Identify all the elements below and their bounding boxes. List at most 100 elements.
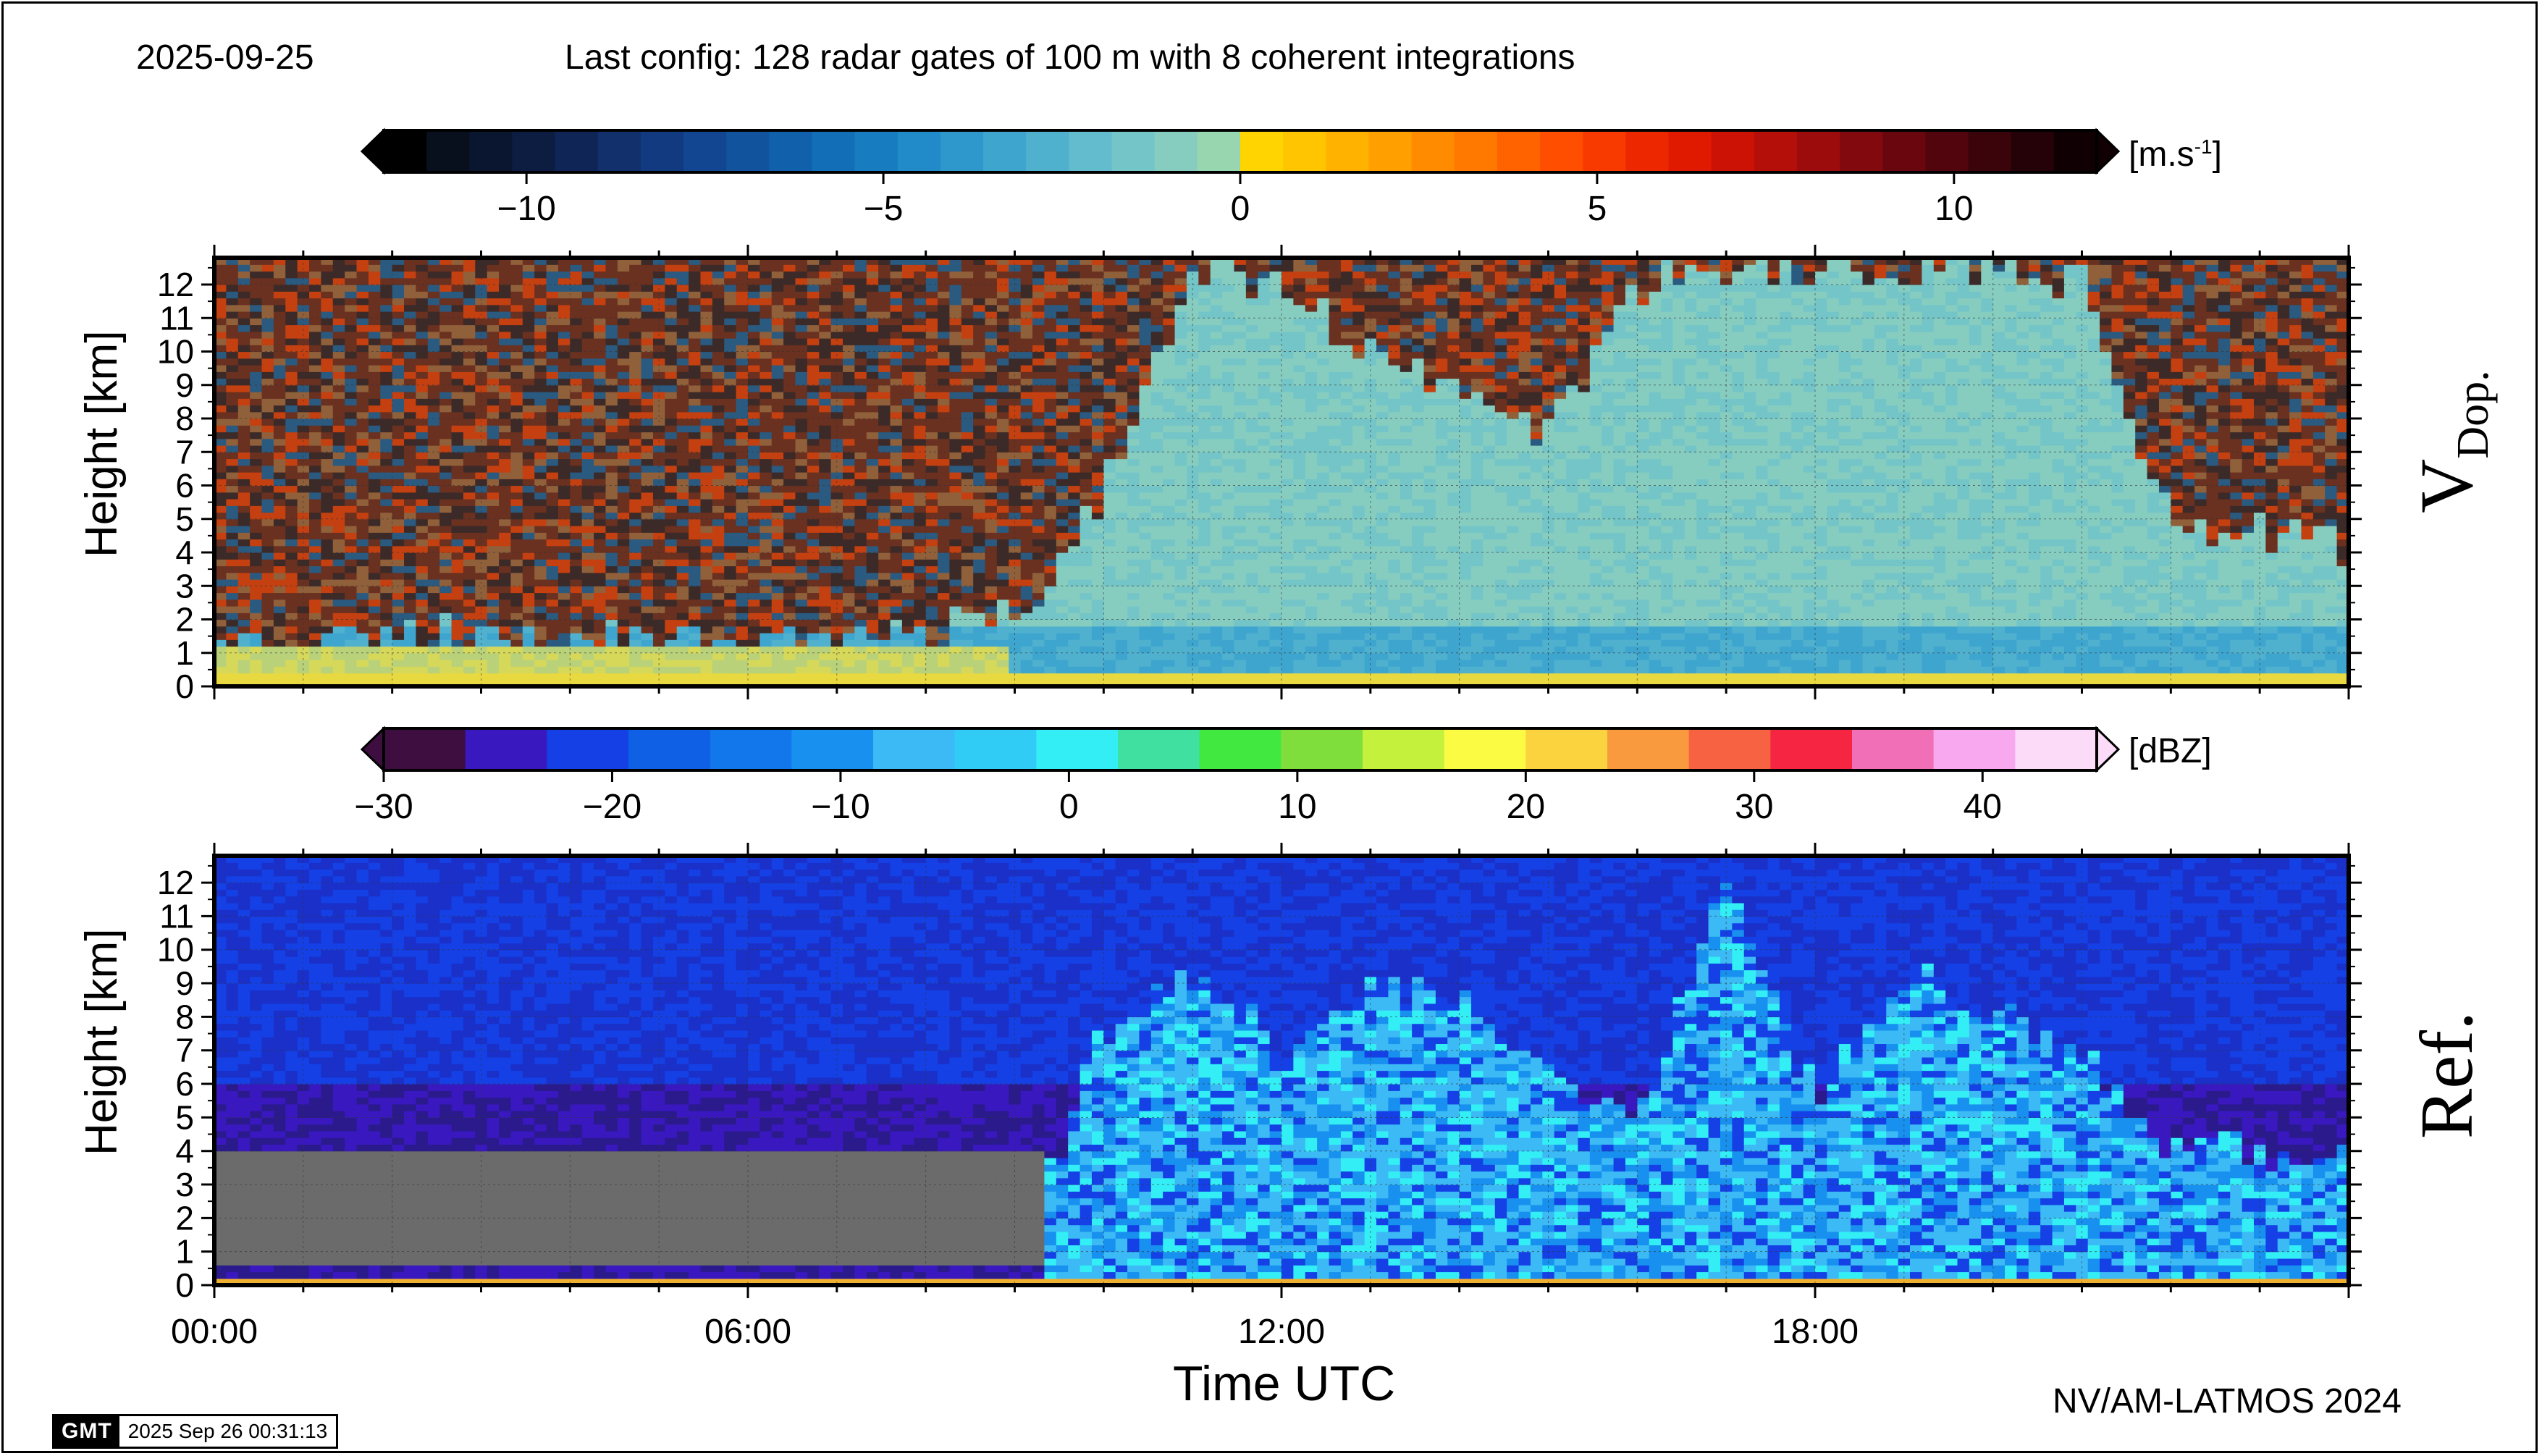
doppler-cell <box>357 613 369 620</box>
doppler-cell <box>748 626 760 634</box>
doppler-cell <box>463 613 476 620</box>
doppler-cell <box>582 439 594 446</box>
doppler-cell <box>938 452 950 459</box>
doppler-cell <box>700 398 712 405</box>
doppler-cell <box>547 445 559 453</box>
doppler-cell <box>1068 385 1080 392</box>
doppler-cell <box>452 338 464 345</box>
doppler-cell <box>843 606 855 613</box>
doppler-cell <box>452 398 464 405</box>
doppler-cell <box>439 539 452 547</box>
doppler-cell <box>369 405 381 413</box>
doppler-cell <box>854 338 867 345</box>
doppler-cell <box>404 566 416 573</box>
doppler-cell <box>949 418 961 426</box>
doppler-cell <box>369 325 381 332</box>
doppler-cell <box>949 398 961 405</box>
doppler-cell <box>629 559 641 566</box>
doppler-cell <box>238 305 251 312</box>
doppler-cell <box>1127 606 1140 613</box>
doppler-cell <box>629 639 641 647</box>
doppler-cell <box>369 352 381 359</box>
doppler-cell <box>392 452 405 459</box>
doppler-cell <box>1116 318 1128 325</box>
doppler-cell <box>689 559 701 566</box>
doppler-cell <box>997 647 1009 654</box>
doppler-cell <box>380 371 392 379</box>
doppler-cell <box>345 505 357 513</box>
doppler-cell <box>605 439 618 446</box>
doppler-cell <box>677 573 689 580</box>
doppler-cell <box>902 552 914 560</box>
doppler-cell <box>250 325 262 332</box>
doppler-cell <box>1056 505 1069 513</box>
doppler-cell <box>594 285 606 292</box>
doppler-cell <box>582 338 594 345</box>
doppler-cell <box>1116 639 1128 647</box>
doppler-cell <box>949 613 961 620</box>
doppler-cell <box>618 552 630 560</box>
doppler-cell <box>748 673 760 681</box>
doppler-cell <box>605 606 618 613</box>
doppler-cell <box>452 298 464 306</box>
doppler-cell <box>700 425 712 432</box>
doppler-cell <box>357 579 369 586</box>
doppler-cell <box>1080 459 1093 466</box>
doppler-cell <box>345 278 357 285</box>
doppler-cell <box>487 492 500 500</box>
doppler-cell <box>487 452 500 459</box>
doppler-cell <box>1056 620 1069 627</box>
doppler-cell <box>380 278 392 285</box>
doppler-cell <box>439 392 452 399</box>
doppler-cell <box>831 586 843 593</box>
doppler-cell <box>831 305 843 312</box>
doppler-cell <box>629 620 641 627</box>
doppler-cell <box>843 371 855 379</box>
doppler-cell <box>285 606 298 613</box>
doppler-cell <box>510 425 523 432</box>
doppler-cell <box>321 532 333 539</box>
doppler-cell <box>1103 613 1116 620</box>
doppler-cell <box>641 291 654 298</box>
doppler-cell <box>1103 345 1116 352</box>
doppler-cell <box>534 425 547 432</box>
doppler-cell <box>819 479 831 486</box>
doppler-cell <box>487 666 500 673</box>
doppler-cell <box>843 318 855 325</box>
doppler-cell <box>997 526 1009 533</box>
doppler-cell <box>1092 559 1104 566</box>
doppler-cell <box>891 291 903 298</box>
doppler-cell <box>404 519 416 526</box>
doppler-cell <box>902 492 914 500</box>
doppler-cell <box>309 546 321 553</box>
doppler-cell <box>1080 466 1093 473</box>
doppler-cell <box>298 379 310 386</box>
doppler-cell <box>250 620 262 627</box>
doppler-cell <box>772 492 784 500</box>
doppler-cell <box>499 398 511 405</box>
doppler-cell <box>594 291 606 298</box>
doppler-cell <box>748 405 760 413</box>
doppler-cell <box>1103 305 1116 312</box>
doppler-cell <box>594 599 606 607</box>
doppler-cell <box>274 392 286 399</box>
doppler-cell <box>1080 264 1093 272</box>
doppler-cell <box>1092 332 1104 339</box>
doppler-cell <box>392 647 405 654</box>
doppler-cell <box>736 505 749 513</box>
doppler-cell <box>570 579 582 586</box>
doppler-cell <box>392 620 405 627</box>
doppler-cell <box>487 626 500 634</box>
doppler-cell <box>914 479 926 486</box>
doppler-cell <box>558 573 571 580</box>
doppler-cell <box>570 278 582 285</box>
doppler-cell <box>843 673 855 681</box>
doppler-cell <box>510 298 523 306</box>
doppler-cell <box>1032 385 1045 392</box>
doppler-cell <box>452 439 464 446</box>
doppler-cell <box>748 392 760 399</box>
doppler-cell <box>700 418 712 426</box>
doppler-cell <box>404 291 416 298</box>
doppler-cell <box>783 626 796 634</box>
doppler-cell <box>523 673 535 681</box>
